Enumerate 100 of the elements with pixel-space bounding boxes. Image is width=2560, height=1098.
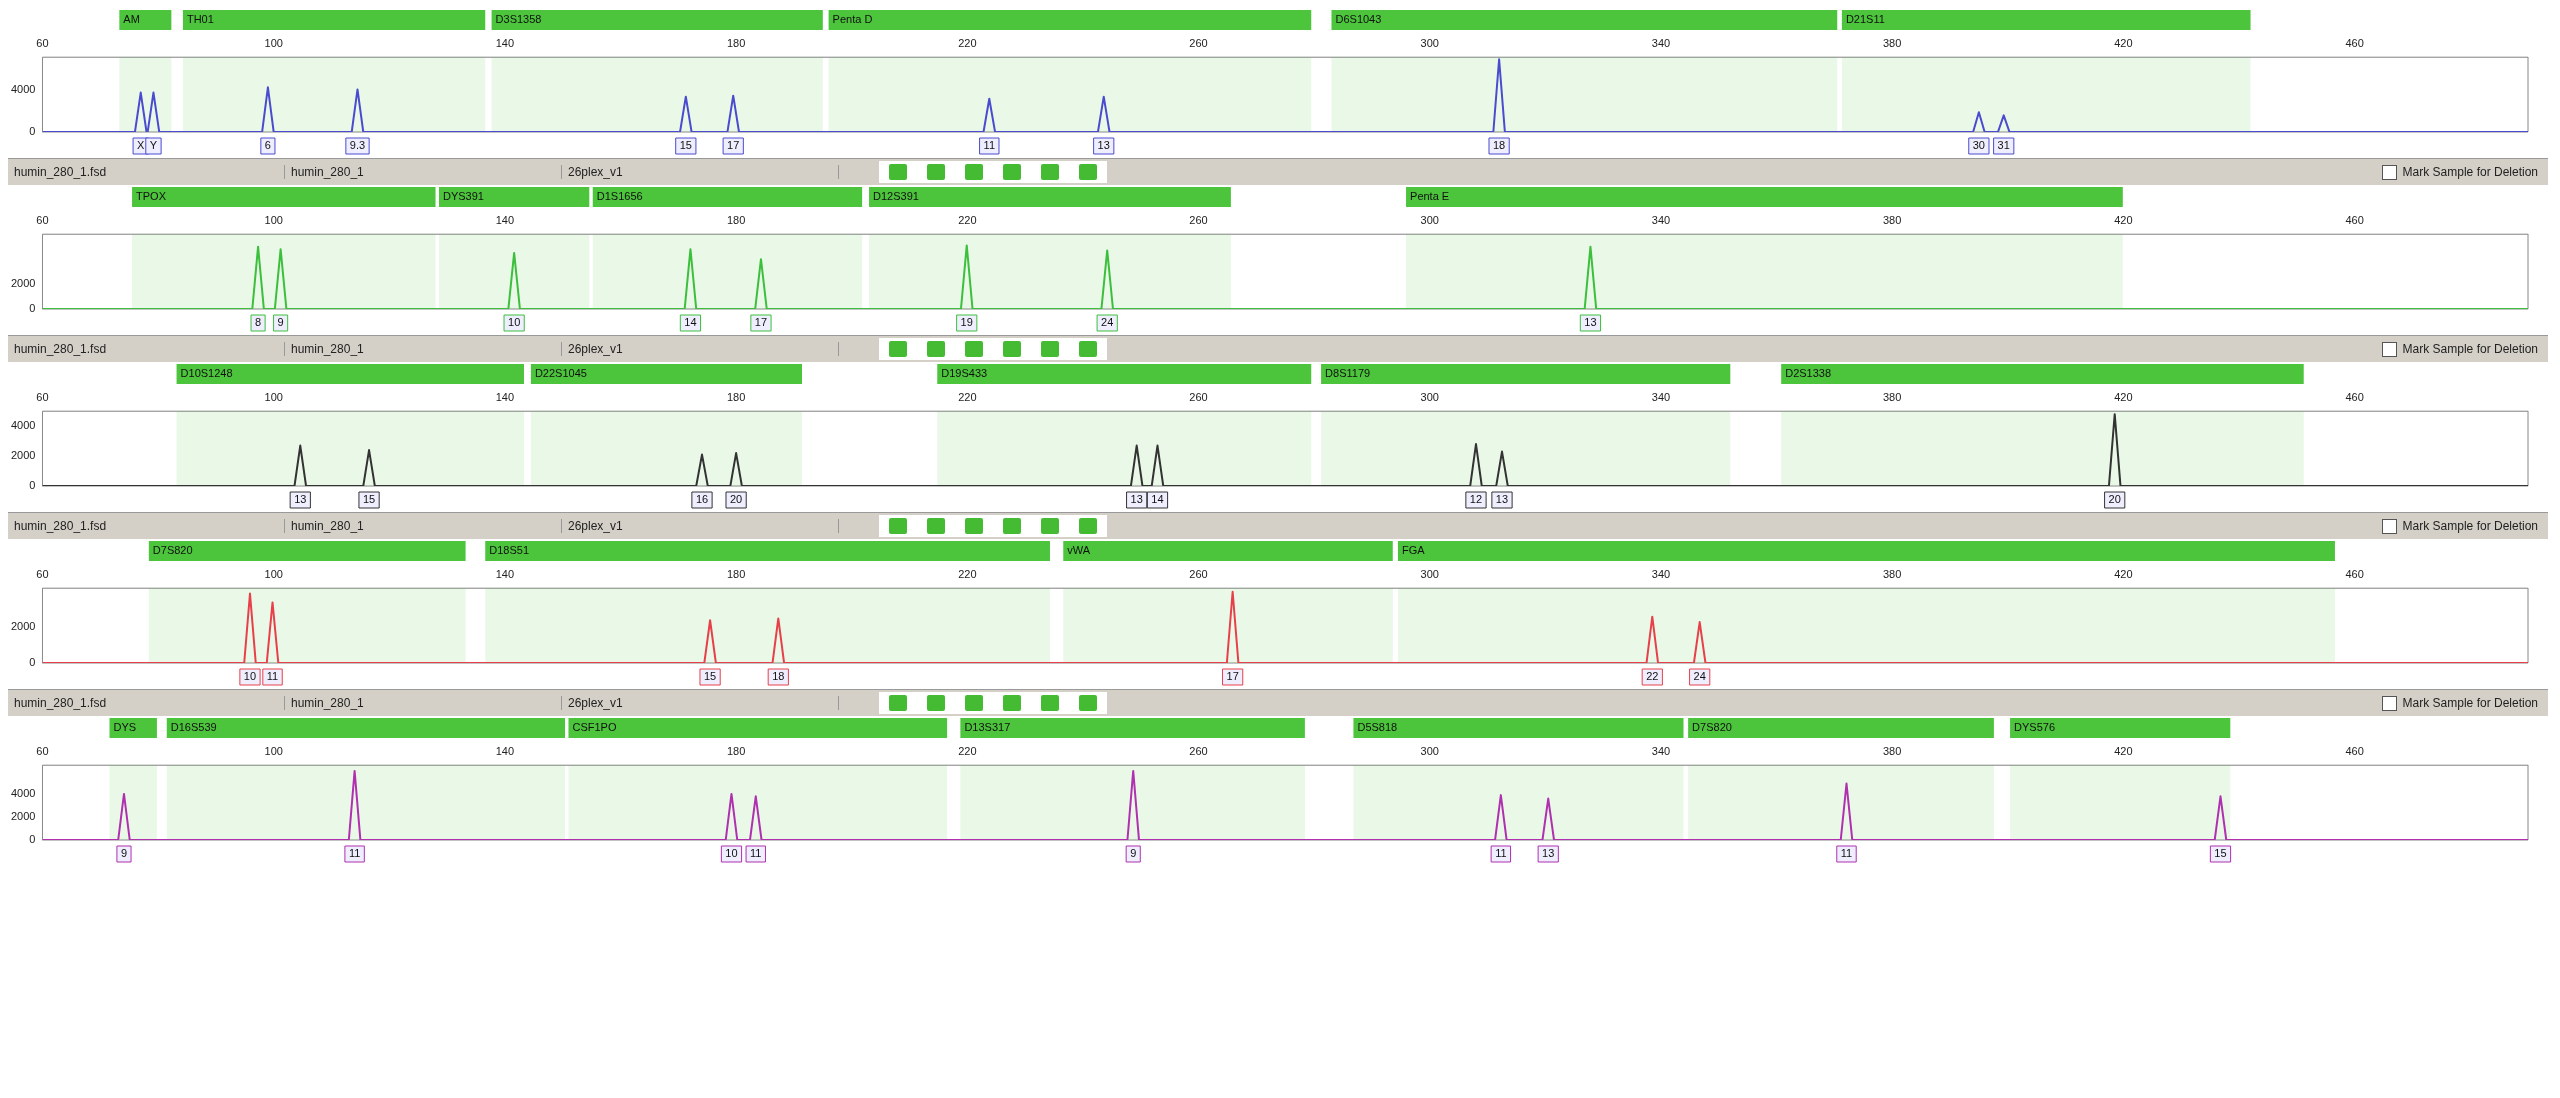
annotation: 11: [750, 847, 762, 860]
legend-label: D13S317: [964, 721, 1011, 734]
text: 26plex_v1: [562, 696, 839, 710]
x-tick-label: 460: [2345, 213, 2364, 226]
y-tick-label: 4000: [10, 419, 36, 432]
y-tick-label: 4000: [10, 83, 36, 96]
annotation: 9: [1130, 847, 1137, 860]
x-tick-label: 140: [495, 36, 515, 49]
x-tick-label: 100: [264, 213, 283, 226]
annotation: 15: [362, 493, 376, 506]
text: 26plex_v1: [562, 342, 839, 356]
text: 26plex_v1: [562, 165, 839, 179]
x-tick-label: 140: [495, 744, 515, 757]
x-tick-label: 380: [1882, 36, 1902, 49]
text: Mark Sample for Deletion: [2402, 519, 2538, 533]
band-label: D8S1179: [1325, 367, 1371, 380]
x-tick-label: 140: [495, 567, 515, 580]
annotation: 15: [2214, 847, 2227, 860]
x-tick-label: 220: [958, 567, 977, 580]
band-label: CSF1PO: [572, 721, 617, 734]
annotation: Y: [149, 139, 158, 152]
band-label: D5S818: [1357, 721, 1398, 734]
x-tick-label: 420: [2114, 744, 2133, 757]
annotation: 13: [1542, 847, 1555, 860]
text: Mark Sample for Deletion: [2402, 342, 2538, 356]
annotation: 13: [1130, 493, 1143, 506]
annotation: 11: [348, 847, 361, 860]
x-tick-label: 380: [1882, 744, 1902, 757]
annotation: 9.3: [349, 139, 366, 152]
annotation: 31: [1997, 139, 2010, 152]
annotation: 16: [695, 493, 709, 506]
annotation: 14: [684, 316, 697, 329]
text: humin_280_1: [285, 519, 562, 533]
annotation: 13: [1495, 493, 1509, 506]
x-tick-label: 260: [1189, 213, 1208, 226]
band-label: DYS: [113, 721, 137, 734]
x-tick-label: 60: [36, 36, 49, 49]
x-tick-label: 220: [958, 213, 977, 226]
annotation: 17: [727, 139, 740, 152]
x-tick-label: 420: [2114, 567, 2133, 580]
x-tick-label: 340: [1651, 390, 1671, 403]
annotation: 10: [508, 316, 521, 329]
text: Mark Sample for Deletion: [2402, 165, 2538, 179]
x-tick-label: 260: [1189, 36, 1208, 49]
x-tick-label: 220: [958, 390, 977, 403]
x-tick-label: 140: [495, 213, 515, 226]
x-tick-label: 180: [726, 744, 746, 757]
x-tick-label: 100: [264, 36, 283, 49]
x-tick-label: 340: [1651, 36, 1671, 49]
x-tick-label: 60: [36, 390, 49, 403]
annotation: 14: [1151, 493, 1164, 506]
annotation: 20: [729, 493, 743, 506]
annotation: 17: [754, 316, 768, 329]
y-tick-label: 4000: [10, 787, 36, 799]
annotation: 19: [960, 316, 973, 329]
annotation: 11: [1495, 847, 1507, 860]
x-tick-label: 60: [36, 567, 49, 580]
x-tick-label: 420: [2114, 213, 2133, 226]
annotation: 13: [294, 493, 307, 506]
annotation: 9: [120, 847, 128, 860]
band-label: AM: [123, 13, 140, 26]
x-tick-label: 420: [2114, 36, 2133, 49]
x-tick-label: 380: [1882, 390, 1902, 403]
x-tick-label: 300: [1420, 744, 1439, 757]
y-tick-label: 0: [29, 479, 36, 492]
y-tick-label: 2000: [10, 449, 36, 462]
band-label: D2S1338: [1785, 367, 1832, 380]
x-tick-label: 300: [1420, 390, 1439, 403]
x-tick-label: 260: [1189, 567, 1208, 580]
annotation: 18: [772, 670, 785, 683]
x-tick-label: 60: [36, 213, 49, 226]
band-label: D22S1045: [534, 367, 587, 380]
annotation: 6: [264, 139, 271, 152]
band-label: D7S820: [1692, 721, 1732, 734]
annotation: 11: [266, 670, 279, 683]
text: humin_280_1: [285, 342, 562, 356]
x-tick-label: 420: [2114, 390, 2133, 403]
band-label: D10S1248: [180, 367, 233, 380]
x-tick-label: 300: [1420, 36, 1439, 49]
annotation: 10: [243, 670, 257, 683]
legend-label: D19S433: [941, 367, 988, 380]
y-tick-label: 2000: [10, 620, 36, 633]
y-tick-label: 2000: [10, 277, 36, 290]
x-tick-label: 460: [2345, 567, 2364, 580]
x-tick-label: 340: [1651, 744, 1671, 757]
x-tick-label: 380: [1882, 213, 1902, 226]
x-tick-label: 460: [2345, 36, 2364, 49]
x-tick-label: 460: [2345, 390, 2364, 403]
band-label: D1S1656: [596, 190, 643, 203]
annotation: 9: [277, 316, 284, 329]
band-label: D21S11: [1845, 13, 1885, 26]
x-tick-label: 100: [264, 567, 283, 580]
x-tick-label: 180: [726, 567, 746, 580]
annotation: 12: [1469, 493, 1483, 506]
annotation: 24: [1693, 670, 1706, 683]
text: Mark Sample for Deletion: [2402, 696, 2538, 710]
x-tick-label: 460: [2345, 744, 2364, 757]
x-tick-label: 100: [264, 390, 283, 403]
band-label: Penta E: [1410, 190, 1450, 203]
text: humin_280_1.fsd: [8, 165, 285, 179]
